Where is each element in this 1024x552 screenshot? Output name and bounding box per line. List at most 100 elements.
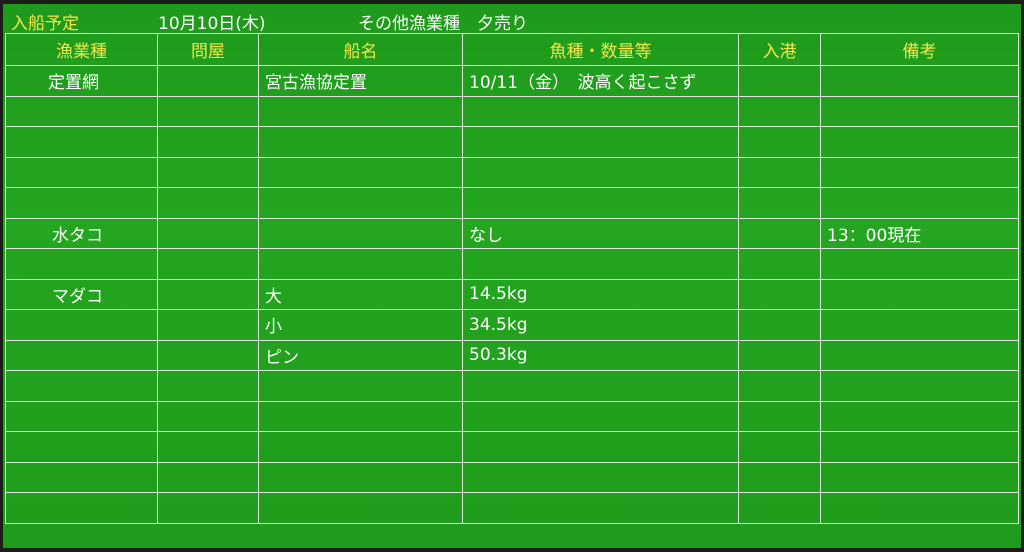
- cell-fishery-type: [5, 95, 158, 127]
- cell-vessel-name: [258, 156, 463, 188]
- table-row: [5, 492, 1019, 524]
- cell-fishery-type: [5, 370, 158, 402]
- cell-fishery-type: [5, 248, 158, 280]
- table-row: 小 34.5kg: [5, 309, 1019, 341]
- cell-vessel-name: [258, 95, 463, 127]
- cell-arrival: [738, 400, 821, 432]
- table-row: [5, 461, 1019, 493]
- cell-wholesaler: [157, 431, 259, 463]
- cell-remarks: [820, 187, 1019, 219]
- cell-wholesaler: [157, 156, 259, 188]
- table-row: ピン 50.3kg: [5, 339, 1019, 371]
- cell-species-quantity: 14.5kg: [462, 278, 739, 310]
- cell-fishery-type: [5, 461, 158, 493]
- cell-arrival: [738, 309, 821, 341]
- cell-arrival: [738, 217, 821, 249]
- cell-arrival: [738, 95, 821, 127]
- table-row: [5, 370, 1019, 402]
- column-header-wholesaler: 問屋: [157, 33, 259, 66]
- schedule-table: 漁業種 問屋 船名 魚種・数量等 入港 備考 定置網 宮古漁協定置 10/11（金） 波高く起…: [5, 33, 1019, 524]
- cell-remarks: [820, 400, 1019, 432]
- cell-arrival: [738, 65, 821, 97]
- cell-arrival: [738, 248, 821, 280]
- cell-remarks: [820, 309, 1019, 341]
- cell-remarks: [820, 339, 1019, 371]
- cell-species-quantity: [462, 248, 739, 280]
- cell-species-quantity: [462, 431, 739, 463]
- cell-vessel-name: [258, 248, 463, 280]
- cell-species-quantity: [462, 95, 739, 127]
- cell-species-quantity: [462, 461, 739, 493]
- cell-vessel-name: 小: [258, 309, 463, 341]
- cell-arrival: [738, 126, 821, 158]
- cell-arrival: [738, 339, 821, 371]
- cell-wholesaler: [157, 278, 259, 310]
- cell-remarks: [820, 248, 1019, 280]
- cell-wholesaler: [157, 400, 259, 432]
- cell-wholesaler: [157, 187, 259, 219]
- cell-wholesaler: [157, 95, 259, 127]
- cell-vessel-name: 宮古漁協定置: [258, 65, 463, 97]
- cell-arrival: [738, 370, 821, 402]
- cell-remarks: [820, 370, 1019, 402]
- cell-fishery-type: [5, 156, 158, 188]
- cell-species-quantity: [462, 370, 739, 402]
- cell-fishery-type: [5, 126, 158, 158]
- cell-remarks: [820, 126, 1019, 158]
- table-row: 定置網 宮古漁協定置 10/11（金） 波高く起こさず: [5, 65, 1019, 97]
- cell-wholesaler: [157, 461, 259, 493]
- column-header-species-quantity: 魚種・数量等: [462, 33, 739, 66]
- cell-wholesaler: [157, 339, 259, 371]
- cell-fishery-type: 水タコ: [5, 217, 158, 249]
- cell-species-quantity: 10/11（金） 波高く起こさず: [462, 65, 739, 97]
- table-row: [5, 187, 1019, 219]
- table-row: [5, 248, 1019, 280]
- cell-remarks: [820, 431, 1019, 463]
- cell-species-quantity: なし: [462, 217, 739, 249]
- cell-wholesaler: [157, 65, 259, 97]
- cell-vessel-name: [258, 400, 463, 432]
- cell-species-quantity: [462, 156, 739, 188]
- column-header-fishery-type: 漁業種: [5, 33, 158, 66]
- cell-wholesaler: [157, 492, 259, 524]
- cell-species-quantity: [462, 126, 739, 158]
- cell-wholesaler: [157, 370, 259, 402]
- cell-fishery-type: 定置網: [5, 65, 158, 97]
- table-row: 水タコ なし 13：00現在: [5, 217, 1019, 249]
- board-date: 10月10日(木): [158, 14, 266, 34]
- cell-arrival: [738, 461, 821, 493]
- cell-wholesaler: [157, 217, 259, 249]
- cell-vessel-name: [258, 461, 463, 493]
- table-row: [5, 156, 1019, 188]
- cell-arrival: [738, 278, 821, 310]
- cell-species-quantity: 50.3kg: [462, 339, 739, 371]
- board-title: 入船予定: [11, 14, 79, 34]
- cell-fishery-type: マダコ: [5, 278, 158, 310]
- cell-vessel-name: ピン: [258, 339, 463, 371]
- cell-fishery-type: [5, 309, 158, 341]
- cell-remarks: [820, 492, 1019, 524]
- column-header-arrival: 入港: [738, 33, 821, 66]
- cell-remarks: [820, 65, 1019, 97]
- cell-fishery-type: [5, 187, 158, 219]
- cell-vessel-name: [258, 187, 463, 219]
- cell-arrival: [738, 187, 821, 219]
- cell-remarks: [820, 461, 1019, 493]
- cell-species-quantity: [462, 492, 739, 524]
- cell-vessel-name: [258, 492, 463, 524]
- cell-species-quantity: [462, 187, 739, 219]
- cell-wholesaler: [157, 126, 259, 158]
- cell-remarks: [820, 278, 1019, 310]
- cell-vessel-name: [258, 126, 463, 158]
- table-row: [5, 400, 1019, 432]
- cell-vessel-name: [258, 370, 463, 402]
- cell-fishery-type: [5, 431, 158, 463]
- cell-fishery-type: [5, 492, 158, 524]
- cell-vessel-name: [258, 431, 463, 463]
- cell-wholesaler: [157, 248, 259, 280]
- table-header-row: 漁業種 問屋 船名 魚種・数量等 入港 備考: [5, 33, 1019, 66]
- cell-arrival: [738, 156, 821, 188]
- table-row: [5, 95, 1019, 127]
- table-row: マダコ 大 14.5kg: [5, 278, 1019, 310]
- cell-remarks: [820, 156, 1019, 188]
